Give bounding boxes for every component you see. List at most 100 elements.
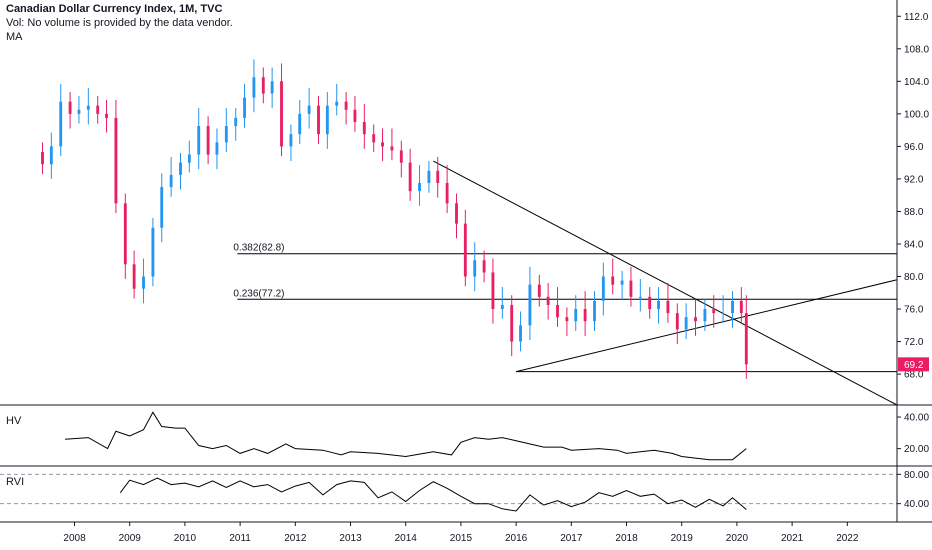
last-price-label: 69.2 — [904, 360, 924, 371]
candle-body — [206, 126, 210, 155]
time-axis-label: 2018 — [615, 533, 638, 544]
candle-body — [160, 187, 164, 228]
candle-body — [744, 313, 748, 365]
time-axis-label: 2011 — [229, 533, 251, 544]
candle-body — [712, 309, 716, 314]
candle-body — [335, 101, 339, 106]
candle-body — [325, 105, 329, 135]
fib-level-label: 0.236(77.2) — [233, 288, 284, 299]
price-axis-label: 84.0 — [904, 239, 924, 250]
price-axis-label: 104.0 — [904, 77, 929, 88]
candle-body — [362, 121, 366, 135]
last-price-badge — [898, 357, 929, 372]
candle-body — [721, 313, 725, 315]
ma-indicator-label[interactable]: MA — [6, 31, 23, 43]
candle-body — [243, 97, 246, 118]
candle-body — [418, 182, 421, 192]
price-axis-label: 112.0 — [904, 12, 929, 23]
hv-axis-label: 40.00 — [904, 413, 929, 424]
candle-body — [473, 260, 477, 277]
candle-body — [601, 276, 605, 301]
candle-body — [491, 272, 495, 310]
candle-body — [620, 280, 624, 285]
candle-body — [731, 300, 734, 314]
hv-axis-label: 20.00 — [904, 444, 929, 455]
candle-body — [114, 117, 118, 204]
candle-body — [684, 317, 688, 330]
candle-body — [611, 276, 615, 285]
candle-body — [169, 174, 173, 188]
candle-body — [519, 325, 522, 342]
trendline — [516, 279, 898, 373]
candle-body — [390, 146, 394, 151]
candle-body — [427, 170, 431, 183]
price-axis-label: 92.0 — [904, 174, 924, 185]
candle-body — [49, 146, 53, 165]
rvi-indicator-label[interactable]: RVI — [6, 476, 25, 488]
hv-pane — [65, 411, 747, 461]
rvi-axis-label: 40.00 — [904, 499, 929, 510]
volume-note: Vol: No volume is provided by the data v… — [6, 17, 233, 29]
candle-body — [353, 109, 357, 122]
candle-body — [593, 300, 596, 322]
candle-body — [694, 317, 697, 322]
time-axis-label: 2013 — [339, 533, 362, 544]
candle-body — [510, 304, 514, 342]
candle-body — [77, 109, 81, 114]
candle-body — [123, 203, 127, 265]
candle-body — [648, 296, 652, 310]
trendline — [433, 160, 898, 406]
time-axis-label: 2017 — [560, 533, 583, 544]
candle-body — [739, 300, 743, 314]
candle-body — [638, 296, 642, 298]
price-axis-label: 88.0 — [904, 207, 924, 218]
candle-body — [317, 105, 320, 135]
candle-body — [105, 113, 108, 118]
price-axis-label: 80.0 — [904, 272, 924, 283]
candle-body — [482, 260, 486, 273]
candle-body — [408, 162, 412, 192]
main-price-pane: 0.382(82.8) 0.236(77.2) — [41, 59, 898, 406]
candle-body — [270, 81, 274, 94]
candle-body — [298, 113, 302, 135]
candle-body — [500, 304, 504, 310]
candle-body — [142, 276, 145, 289]
candle-body — [455, 203, 458, 224]
candle-body — [68, 101, 72, 114]
time-axis-label: 2015 — [450, 533, 473, 544]
candle-body — [132, 264, 136, 289]
rvi-line — [119, 477, 747, 512]
candle-body — [307, 105, 311, 114]
candle-body — [197, 126, 201, 155]
time-axis-label: 2019 — [671, 533, 694, 544]
hv-indicator-label[interactable]: HV — [6, 415, 22, 427]
candle-body — [344, 101, 348, 110]
candle-body — [675, 313, 679, 330]
candle-body — [372, 134, 376, 143]
candle-body — [583, 309, 587, 322]
candle-body — [436, 170, 440, 183]
time-axis-label: 2009 — [119, 533, 142, 544]
candle-body — [574, 309, 578, 322]
rvi-pane — [0, 473, 897, 512]
candle-body — [224, 126, 228, 143]
chart-title: Canadian Dollar Currency Index, 1M, TVC — [6, 3, 223, 15]
price-axis-label: 76.0 — [904, 305, 924, 316]
time-axis-label: 2022 — [836, 533, 859, 544]
time-axis-label: 2021 — [781, 533, 804, 544]
candle-body — [556, 304, 559, 318]
candle-body — [565, 317, 569, 322]
fib-level-label: 0.382(82.8) — [233, 243, 284, 254]
candle-body — [96, 105, 100, 114]
price-axis-label: 108.0 — [904, 44, 929, 55]
price-axis-label: 96.0 — [904, 142, 924, 153]
candle-body — [86, 105, 90, 110]
candle-body — [629, 280, 633, 297]
time-axis-label: 2008 — [63, 533, 86, 544]
candle-body — [289, 134, 293, 147]
candle-body — [445, 182, 449, 204]
candle-body — [234, 117, 238, 127]
price-axis-label: 100.0 — [904, 109, 929, 120]
candle-body — [261, 77, 265, 94]
